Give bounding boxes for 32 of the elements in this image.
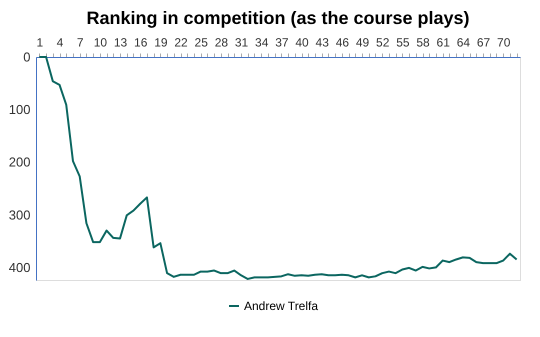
x-tick-label: 16 xyxy=(134,36,148,50)
y-tick-label: 100 xyxy=(8,102,30,118)
x-tick-label: 28 xyxy=(214,36,228,50)
x-tick-label: 70 xyxy=(497,36,511,50)
x-tick-label: 13 xyxy=(114,36,128,50)
legend-label: Andrew Trelfa xyxy=(244,299,318,313)
x-tick-label: 22 xyxy=(174,36,188,50)
x-tick-label: 58 xyxy=(416,36,430,50)
x-tick-label: 7 xyxy=(76,36,84,50)
y-tick-label: 0 xyxy=(23,50,30,64)
x-tick-label: 1 xyxy=(36,36,44,50)
x-tick-label: 19 xyxy=(154,36,168,50)
x-tick-label: 31 xyxy=(234,36,249,50)
x-tick-label: 10 xyxy=(94,36,108,50)
x-tick-label: 67 xyxy=(476,36,491,50)
x-tick-label: 55 xyxy=(396,36,410,50)
y-tick-label: 400 xyxy=(8,260,30,275)
chart-title: Ranking in competition (as the course plays) xyxy=(86,8,470,28)
x-tick-label: 61 xyxy=(436,36,450,50)
x-tick-label: 49 xyxy=(356,36,370,50)
x-tick-label: 40 xyxy=(295,36,310,50)
line-series xyxy=(38,56,518,280)
x-tick-label: 46 xyxy=(336,36,350,50)
x-tick-label: 25 xyxy=(194,36,208,50)
x-tick-label: 37 xyxy=(275,36,289,50)
y-tick-label: 300 xyxy=(8,207,30,222)
x-tick-label: 4 xyxy=(56,36,64,50)
y-tick-label: 200 xyxy=(8,154,30,170)
x-tick-label: 52 xyxy=(376,36,390,50)
x-tick-label: 43 xyxy=(316,36,330,50)
x-tick-label: 64 xyxy=(456,36,470,50)
x-tick-label: 34 xyxy=(255,36,269,50)
